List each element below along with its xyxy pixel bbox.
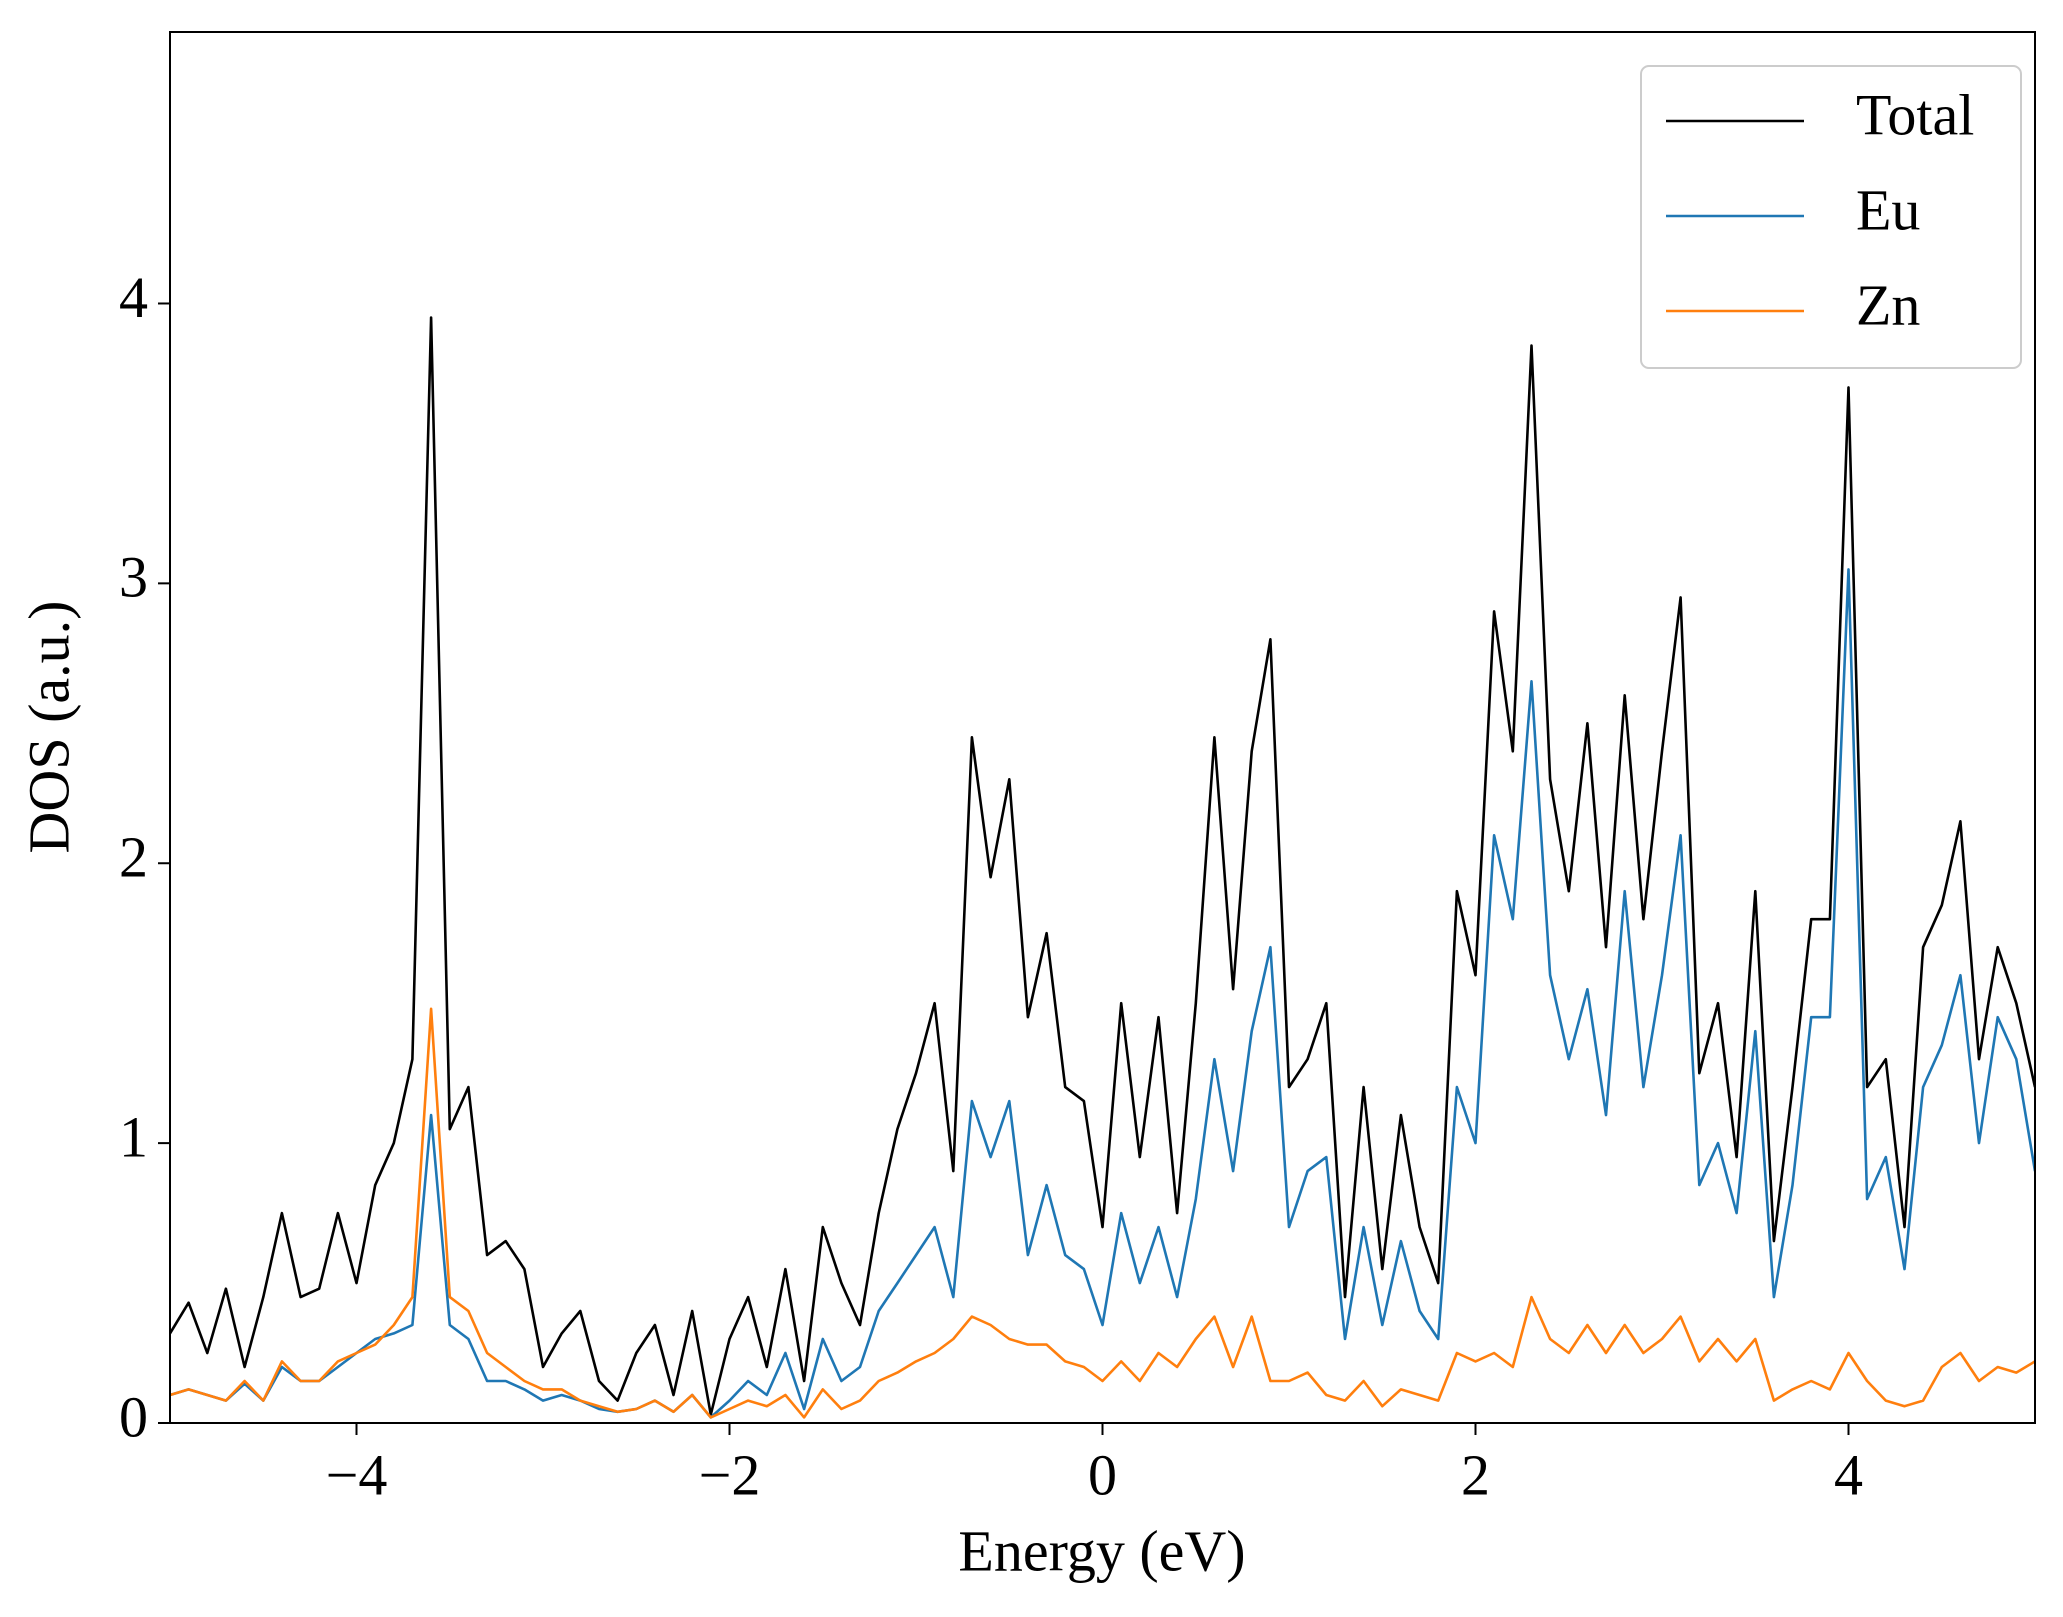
legend-label: Zn [1856,272,1920,337]
series-line [170,1007,2035,1419]
series-line [170,316,2035,1416]
legend-box [1640,65,2022,369]
x-tick-label: −2 [699,1442,761,1507]
x-tick-label: −4 [326,1442,388,1507]
x-tick-label: 4 [1834,1442,1863,1507]
y-tick-label: 0 [119,1384,148,1449]
legend-label: Total [1856,82,1974,147]
y-tick-label: 2 [119,825,148,890]
plot-frame [169,31,2036,1424]
x-tick-label: 0 [1088,1442,1117,1507]
y-tick-label: 4 [119,265,148,330]
y-tick-label: 3 [119,545,148,610]
x-axis-label: Energy (eV) [958,1518,1245,1583]
legend-label: Eu [1856,177,1920,242]
x-tick-label: 2 [1461,1442,1490,1507]
series-line [170,568,2035,1419]
y-axis-label: DOS (a.u.) [16,601,81,854]
y-tick-label: 1 [119,1104,148,1169]
